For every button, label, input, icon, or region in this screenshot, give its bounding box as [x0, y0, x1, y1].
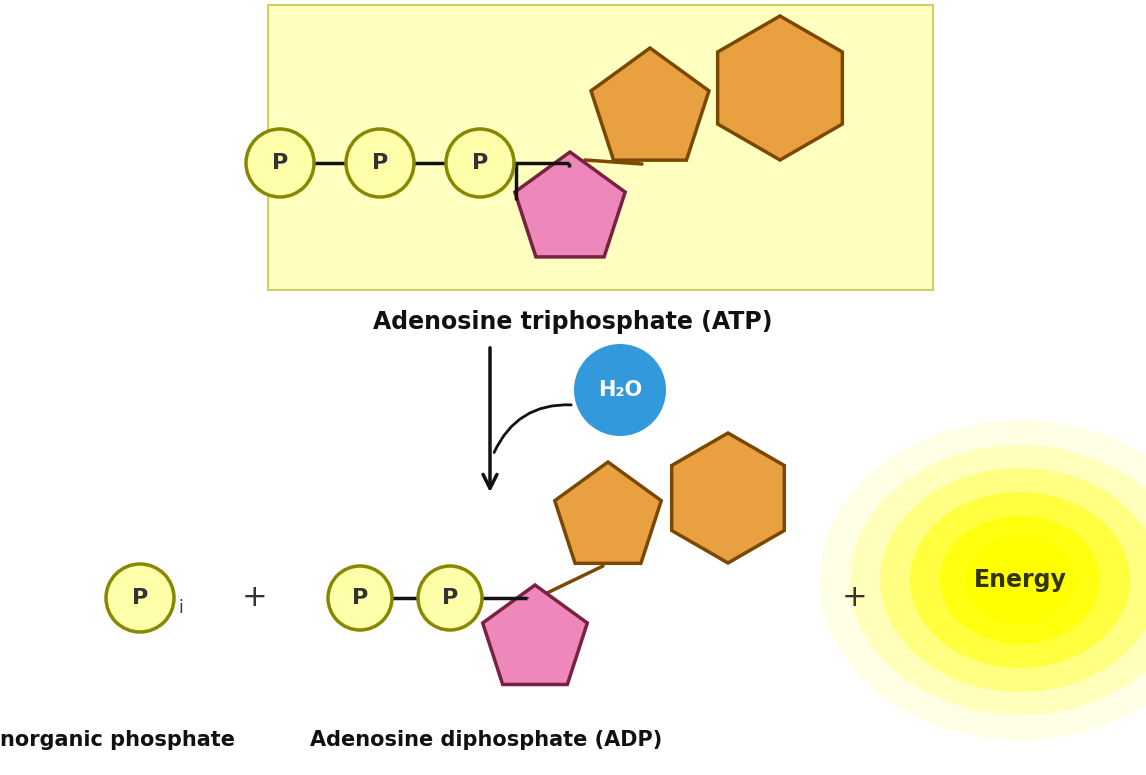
Circle shape: [446, 129, 515, 197]
Circle shape: [574, 344, 666, 436]
Circle shape: [346, 129, 414, 197]
Polygon shape: [482, 585, 587, 684]
Text: +: +: [242, 584, 268, 612]
Text: P: P: [472, 153, 488, 173]
Ellipse shape: [940, 516, 1100, 644]
Text: H₂O: H₂O: [598, 380, 642, 400]
Ellipse shape: [965, 536, 1075, 624]
Text: Adenosine diphosphate (ADP): Adenosine diphosphate (ADP): [311, 730, 662, 750]
Circle shape: [246, 129, 314, 197]
Ellipse shape: [880, 468, 1146, 692]
Text: P: P: [442, 588, 458, 608]
Circle shape: [328, 566, 392, 630]
Polygon shape: [672, 433, 784, 563]
Text: P: P: [352, 588, 368, 608]
Text: norganic phosphate: norganic phosphate: [0, 730, 235, 750]
Text: Adenosine triphosphate (ATP): Adenosine triphosphate (ATP): [374, 310, 772, 334]
FancyBboxPatch shape: [268, 5, 933, 290]
Text: Energy: Energy: [974, 568, 1067, 592]
Polygon shape: [591, 48, 709, 160]
Text: P: P: [272, 153, 288, 173]
Text: P: P: [132, 588, 148, 608]
Ellipse shape: [821, 420, 1146, 740]
Polygon shape: [717, 16, 842, 160]
Text: i: i: [178, 599, 182, 617]
FancyArrowPatch shape: [494, 405, 571, 453]
Ellipse shape: [850, 445, 1146, 715]
Text: P: P: [371, 153, 388, 173]
Circle shape: [105, 564, 174, 632]
Text: +: +: [842, 584, 868, 612]
Circle shape: [418, 566, 482, 630]
Polygon shape: [515, 152, 626, 257]
Ellipse shape: [910, 492, 1130, 668]
Polygon shape: [555, 462, 661, 563]
